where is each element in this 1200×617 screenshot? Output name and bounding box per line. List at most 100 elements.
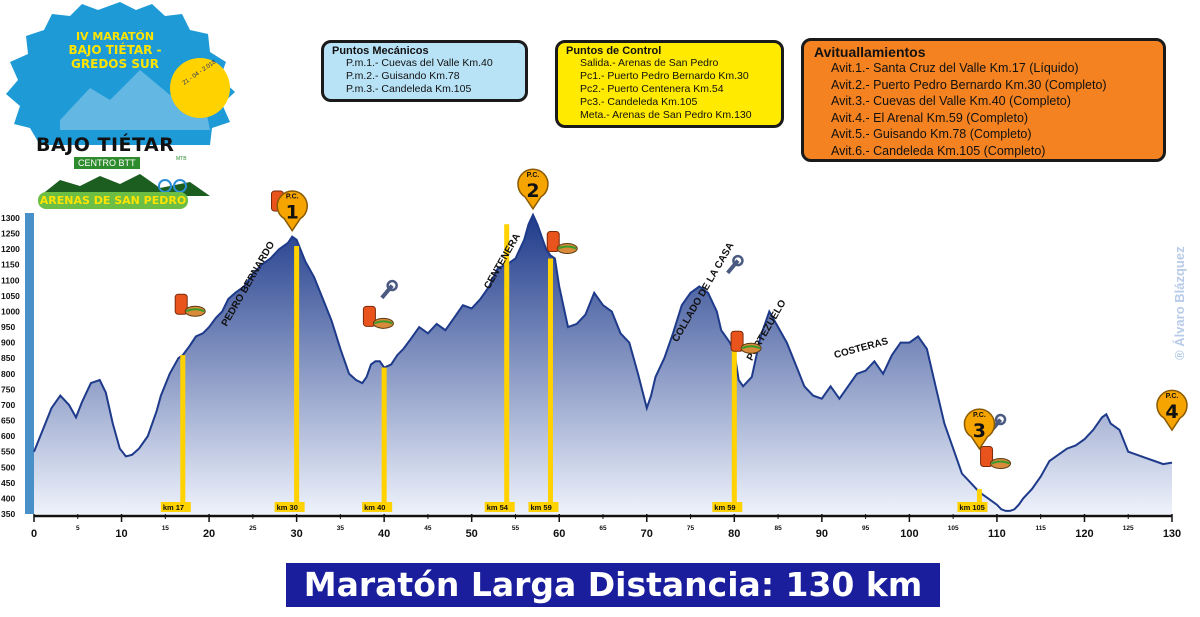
pin-label: P.C.: [973, 412, 986, 419]
legend-mechanic-item: P.m.2.- Guisando Km.78: [346, 70, 460, 82]
km-marker-label: km 59: [714, 503, 735, 512]
legend-mechanic-item: P.m.1.- Cuevas del Valle Km.40: [346, 57, 493, 69]
y-tick-label: 1150: [1, 260, 20, 270]
pin-number: 3: [973, 420, 986, 442]
y-tick-label: 650: [1, 416, 15, 426]
feed-station-icon: [980, 446, 1012, 470]
km-markers: km 17 km 30 km 40 km 54 km 59 km 59 km 105: [160, 224, 988, 512]
km-marker-tag: [484, 502, 515, 512]
y-tick-label: 1050: [1, 291, 20, 301]
event-title: IV MARATÓN BAJO TIÉTAR - GREDOS SUR: [40, 30, 190, 71]
wrench-head: [732, 254, 744, 267]
legend-mechanic-points: Puntos Mecánicos P.m.1.- Cuevas del Vall…: [321, 40, 528, 102]
control-point-pin: P.C.4: [1156, 389, 1188, 432]
feed-station-icon: [362, 305, 394, 329]
x-minor-tick-label: 125: [1123, 525, 1134, 532]
x-tick-label: 130: [1163, 528, 1181, 540]
club-name: BAJO TIÉTAR: [36, 134, 175, 156]
y-tick-label: 850: [1, 353, 15, 363]
pin-number: 1: [286, 202, 299, 224]
legend-feed-item: Avit.2.- Puerto Pedro Bernardo Km.30 (Co…: [831, 77, 1107, 92]
km-marker-label: km 54: [487, 503, 509, 512]
club-logo: BAJO TIÉTAR CENTRO BTT MTB ARENAS DE SAN…: [30, 130, 220, 222]
club-badge: MTB: [176, 156, 187, 162]
x-tick-label: 0: [31, 528, 37, 540]
x-minor-tick-label: 85: [774, 525, 782, 532]
legend-feed-stations: Avituallamientos Avit.1.- Santa Cruz del…: [801, 38, 1166, 162]
legend-feed-title: Avituallamientos: [814, 44, 926, 60]
x-tick-label: 90: [816, 528, 828, 540]
km-marker-label: km 30: [277, 503, 298, 512]
feed-station-icon: [730, 330, 762, 354]
km-marker-label: km 17: [163, 503, 184, 512]
sandwich-icon: [990, 458, 1012, 470]
x-minor-tick-label: 55: [512, 525, 520, 532]
km-marker-tag: [160, 502, 191, 512]
sandwich-icon: [556, 243, 578, 255]
feed-station-icon: [174, 293, 206, 317]
control-point-pin: P.C.3: [963, 408, 996, 451]
x-minor-tick-label: 65: [599, 525, 607, 532]
x-tick-label: 50: [466, 528, 478, 540]
km-marker-bar: [547, 258, 553, 508]
x-tick-label: 60: [553, 528, 565, 540]
author-credit: ® Álvaro Blázquez: [1172, 246, 1187, 360]
pin-shape: [276, 190, 308, 233]
can-icon: [546, 231, 560, 253]
km-marker-bar: [731, 348, 737, 508]
lettuce-icon: [373, 320, 393, 325]
legend-feed-item: Avit.3.- Cuevas del Valle Km.40 (Complet…: [831, 94, 1071, 108]
km-marker-bar: [381, 367, 387, 508]
y-tick-label: 500: [1, 462, 15, 472]
can-icon: [980, 446, 994, 468]
can-icon: [174, 293, 188, 315]
control-point-pin: P.C.1: [276, 190, 308, 233]
x-minor-tick-label: 95: [862, 525, 870, 532]
pin-number: 4: [1165, 401, 1178, 423]
legend-control-item: Pc3.- Candeleda Km.105: [580, 96, 698, 108]
elevation-area: [34, 214, 1172, 514]
y-tick-label: 1250: [1, 229, 20, 239]
event-title-line2: BAJO TIÉTAR - GREDOS SUR: [68, 43, 162, 71]
wrench-head: [994, 413, 1007, 426]
lettuce-icon: [741, 345, 761, 350]
event-title-line1: IV MARATÓN: [75, 30, 155, 43]
x-minor-tick-label: 25: [249, 525, 257, 532]
feed-station-icon: [546, 231, 578, 255]
legend-control-item: Salida.- Arenas de San Pedro: [580, 57, 719, 69]
y-axis: 350 400 450 500 550 600 650 700 750 800 850 900 950 1…: [1, 213, 34, 519]
x-tick-label: 110: [988, 528, 1006, 540]
y-tick-label: 600: [1, 431, 15, 441]
x-tick-label: 30: [290, 528, 302, 540]
y-axis-bar: [25, 213, 34, 514]
x-tick-label: 70: [641, 528, 653, 540]
km-marker-bar: [976, 489, 982, 508]
lettuce-icon: [557, 245, 577, 250]
x-minor-tick-label: 45: [424, 525, 432, 532]
y-tick-label: 350: [1, 509, 15, 519]
lettuce-icon: [185, 308, 205, 313]
place-label: COSTERAS: [833, 336, 890, 361]
sandwich-icon: [184, 305, 206, 317]
km-marker-bar: [294, 246, 300, 508]
club-subtitle: CENTRO BTT: [74, 157, 140, 169]
legend-control-item: Pc1.- Puerto Pedro Bernardo Km.30: [580, 70, 749, 82]
lettuce-icon: [991, 460, 1010, 465]
wrench-icon: [726, 254, 744, 275]
sandwich-icon: [740, 342, 762, 354]
x-tick-label: 80: [728, 528, 740, 540]
y-tick-label: 1000: [1, 306, 20, 316]
can-icon: [362, 305, 376, 327]
km-marker-label: km 59: [530, 503, 551, 512]
x-tick-label: 100: [900, 528, 918, 540]
wrench-icon: [380, 279, 398, 300]
km-marker-tag: [362, 502, 393, 512]
race-title-banner: Maratón Larga Distancia: 130 km: [286, 563, 940, 607]
x-minor-tick-label: 75: [687, 525, 695, 532]
pin-label: P.C.: [527, 172, 540, 179]
y-tick-label: 950: [1, 322, 15, 332]
y-tick-label: 700: [1, 400, 15, 410]
x-minor-tick-label: 115: [1035, 525, 1046, 532]
x-tick-label: 120: [1075, 528, 1093, 540]
y-tick-label: 750: [1, 384, 15, 394]
